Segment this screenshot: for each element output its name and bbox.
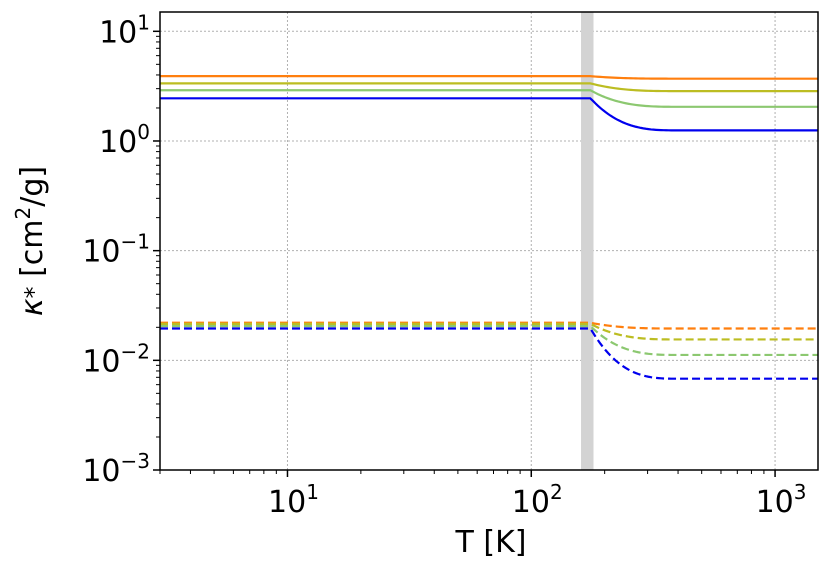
- y-tick-label: 10−2: [82, 339, 150, 379]
- solid-series-line-1: [160, 75, 818, 80]
- x-tick-label: 103: [756, 480, 807, 520]
- y-tick-label: 10−3: [82, 449, 150, 489]
- shaded-band-layer: [581, 12, 594, 470]
- x-tick-label: 101: [268, 480, 319, 520]
- y-tick-label: 10−1: [82, 230, 150, 270]
- y-axis-label: κ* [cm2/g]: [11, 166, 50, 316]
- solid-series-line-4: [160, 97, 818, 132]
- y-tick-label: 100: [99, 120, 150, 160]
- dashed-series-line-7: [160, 325, 818, 357]
- plot-frame: [159, 11, 819, 471]
- x-tick-label: 102: [512, 480, 563, 520]
- y-axis-label-text: κ* [cm2/g]: [11, 166, 50, 316]
- solid-series-line-3: [160, 89, 818, 108]
- y-tick-label: 101: [99, 10, 150, 50]
- dashed-series-line-6: [160, 322, 818, 341]
- ice-line-band: [581, 12, 594, 470]
- solid-series-line-2: [160, 82, 818, 93]
- series-layer: [160, 75, 818, 380]
- tick-layer: 101 102 103 10−3 10−2 10−1 100 101: [82, 10, 806, 520]
- dashed-series-line-8: [160, 327, 818, 380]
- x-axis-label: T [K]: [455, 525, 527, 560]
- grid-layer: [160, 12, 818, 471]
